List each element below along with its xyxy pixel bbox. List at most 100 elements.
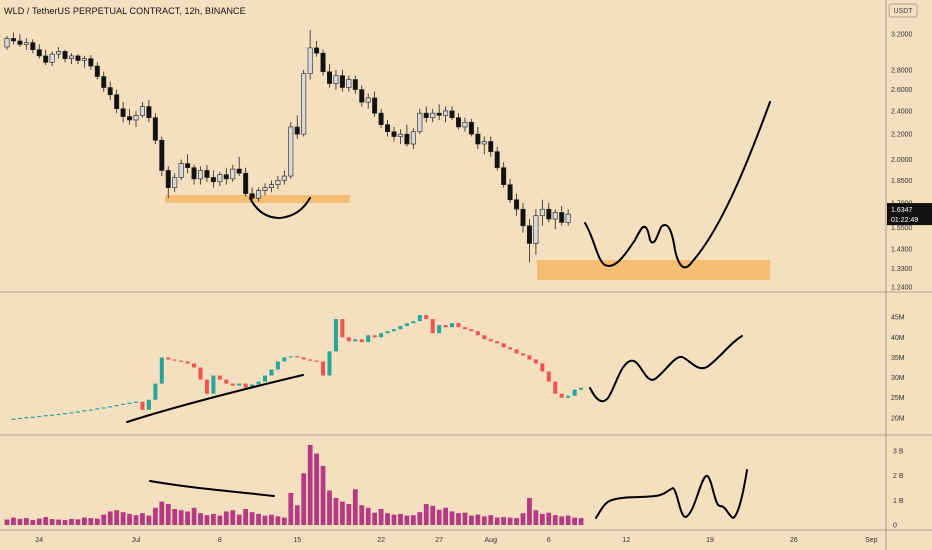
- indicator-axis-tick: 20M: [891, 415, 905, 422]
- candle-body: [294, 126, 300, 135]
- support-zones: [165, 195, 770, 280]
- candle-body: [449, 110, 455, 118]
- volume-bar: [352, 489, 358, 525]
- volume-bar: [120, 512, 126, 525]
- candle-body: [17, 40, 23, 45]
- indicator-bar: [321, 361, 326, 376]
- candle-body: [101, 76, 107, 88]
- volume-bar: [211, 513, 216, 525]
- candle: [236, 156, 242, 177]
- volume-bar: [527, 497, 532, 525]
- volume-bar: [82, 517, 87, 525]
- indicator-bar: [456, 323, 461, 328]
- volume-bar: [346, 504, 352, 525]
- candle: [281, 170, 287, 185]
- price-axis-tick: 1.8500: [891, 178, 913, 185]
- projected-indicator-path: [589, 335, 743, 403]
- indicator-bar: [527, 355, 532, 360]
- indicator-bar: [114, 405, 119, 407]
- candle: [307, 30, 313, 80]
- candle: [69, 53, 75, 65]
- indicator-bar: [127, 402, 132, 404]
- volume-bar: [23, 518, 29, 525]
- candle: [75, 54, 81, 65]
- time-axis-tick: 27: [435, 537, 443, 544]
- candle: [423, 106, 429, 123]
- indicator-bar: [301, 357, 306, 360]
- candle-body: [346, 79, 352, 88]
- candle-body: [468, 121, 474, 135]
- candle: [243, 167, 249, 197]
- indicator-bar: [185, 361, 190, 364]
- candle-body: [475, 133, 481, 145]
- volume-bar: [475, 514, 481, 525]
- volume-bar: [217, 515, 223, 525]
- volume-bar: [30, 520, 36, 525]
- indicator-bar: [359, 339, 364, 343]
- volume-bar: [417, 512, 423, 525]
- volume-bar: [69, 518, 74, 525]
- volume-bar: [578, 518, 584, 525]
- indicator-bar: [437, 325, 442, 334]
- candle: [552, 209, 558, 230]
- indicator-bar: [288, 356, 293, 358]
- volume-bar: [4, 519, 10, 525]
- currency-button-label: USDT: [893, 8, 913, 15]
- candle: [62, 49, 68, 63]
- indicator-bar: [559, 393, 564, 398]
- volume-bar: [488, 515, 494, 525]
- candle: [81, 55, 87, 68]
- volume-axis-tick: 0: [893, 523, 897, 530]
- candle-body: [410, 131, 416, 145]
- candle-body: [455, 117, 461, 128]
- candle: [372, 91, 378, 117]
- volume-axis-tick: 3 B: [893, 449, 904, 456]
- candle-body: [114, 94, 120, 110]
- volume-bar: [481, 516, 487, 525]
- candle: [114, 89, 120, 114]
- indicator-bar: [508, 347, 513, 350]
- candle: [455, 113, 461, 130]
- candle-body: [268, 184, 274, 188]
- volume-bar: [269, 514, 274, 525]
- candle-body: [494, 151, 500, 168]
- price-axis-tick: 2.4000: [891, 108, 913, 115]
- candle-body: [139, 106, 145, 116]
- support-zone-lower: [537, 260, 770, 280]
- candle-body: [372, 97, 378, 114]
- candle-body: [301, 73, 307, 135]
- volume-bar: [469, 515, 474, 525]
- hand-drawn-annotations: [126, 101, 771, 519]
- currency-button[interactable]: USDT: [888, 3, 918, 18]
- indicator-bar: [250, 384, 255, 388]
- candle: [30, 39, 36, 54]
- time-axis-tick: 19: [706, 537, 714, 544]
- volume-bar: [372, 512, 378, 525]
- price-axis-tick: 2.0000: [891, 157, 913, 164]
- candle-body: [339, 75, 345, 88]
- indicator-axis-tick: 45M: [891, 315, 905, 322]
- candle-body: [210, 177, 216, 183]
- indicator-bar: [579, 387, 584, 390]
- candle: [333, 69, 339, 90]
- indicator-bar: [540, 363, 545, 372]
- indicator-bar: [353, 339, 358, 342]
- volume-bar: [507, 517, 513, 525]
- candle-countdown: 01:22:49: [891, 217, 918, 224]
- candle-body: [120, 108, 126, 117]
- candle: [468, 118, 474, 137]
- indicator-bar: [404, 323, 409, 326]
- candle: [494, 146, 500, 171]
- volume-bar: [501, 517, 507, 525]
- candle: [326, 64, 332, 88]
- candle-body: [417, 112, 423, 133]
- candle-body: [404, 133, 410, 145]
- candle: [10, 32, 16, 45]
- candle-body: [133, 115, 139, 121]
- time-axis-tick: 22: [377, 537, 385, 544]
- candle-body: [520, 208, 526, 227]
- volume-bar: [565, 515, 571, 525]
- candle: [256, 187, 262, 202]
- indicator-bar: [566, 395, 571, 398]
